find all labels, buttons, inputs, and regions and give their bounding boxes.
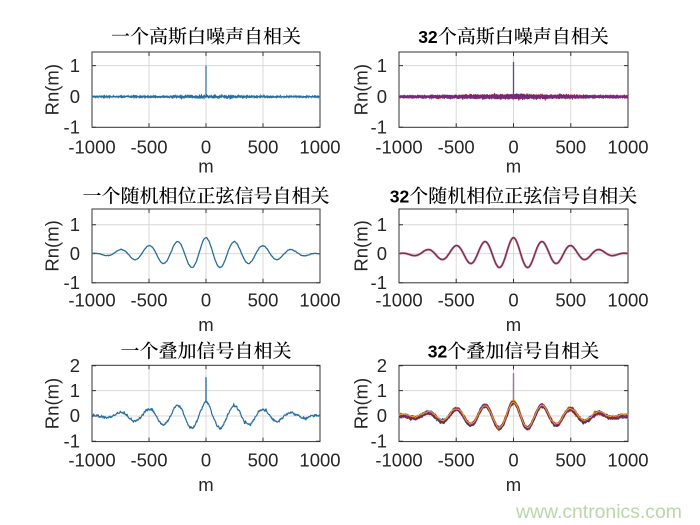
svg-text:500: 500 (555, 290, 586, 311)
svg-text:500: 500 (248, 290, 279, 311)
svg-text:500: 500 (555, 450, 586, 471)
svg-text:-1: -1 (64, 431, 80, 452)
svg-text:2: 2 (377, 355, 387, 376)
svg-text:1000: 1000 (607, 290, 648, 311)
svg-text:0: 0 (70, 243, 80, 264)
svg-text:m: m (506, 474, 521, 495)
svg-text:Rn(m): Rn(m) (41, 220, 62, 271)
svg-text:Rn(m): Rn(m) (350, 220, 371, 271)
svg-text:-500: -500 (438, 290, 475, 311)
svg-text:m: m (198, 474, 213, 495)
svg-text:1: 1 (70, 380, 80, 401)
svg-text:32: 32 (390, 187, 410, 207)
svg-text:32: 32 (428, 342, 448, 362)
svg-text:m: m (506, 314, 521, 335)
svg-text:www.cntronics.com: www.cntronics.com (515, 501, 682, 523)
svg-text:0: 0 (508, 137, 518, 158)
svg-text:-1000: -1000 (68, 450, 115, 471)
svg-text:-1000: -1000 (375, 450, 422, 471)
svg-text:1000: 1000 (299, 137, 340, 158)
svg-text:0: 0 (377, 405, 387, 426)
svg-text:32: 32 (418, 27, 438, 47)
svg-text:0: 0 (508, 450, 518, 471)
svg-text:0: 0 (201, 450, 211, 471)
svg-text:0: 0 (377, 243, 387, 264)
svg-text:Rn(m): Rn(m) (350, 378, 371, 429)
svg-text:Rn(m): Rn(m) (41, 378, 62, 429)
svg-text:2: 2 (70, 355, 80, 376)
svg-text:0: 0 (201, 290, 211, 311)
svg-text:1: 1 (70, 214, 80, 235)
svg-text:0: 0 (508, 290, 518, 311)
svg-text:Rn(m): Rn(m) (41, 64, 62, 115)
svg-text:1000: 1000 (607, 450, 648, 471)
svg-text:1000: 1000 (299, 290, 340, 311)
svg-text:-1000: -1000 (375, 290, 422, 311)
svg-text:-1: -1 (64, 272, 80, 293)
svg-text:-1: -1 (64, 117, 80, 138)
svg-text:-500: -500 (438, 450, 475, 471)
svg-text:1: 1 (377, 380, 387, 401)
svg-text:-500: -500 (130, 450, 167, 471)
svg-text:1000: 1000 (299, 450, 340, 471)
svg-text:m: m (198, 314, 213, 335)
svg-text:-1000: -1000 (68, 290, 115, 311)
svg-text:500: 500 (248, 137, 279, 158)
svg-text:500: 500 (248, 450, 279, 471)
svg-text:0: 0 (201, 137, 211, 158)
svg-text:m: m (506, 156, 521, 177)
svg-text:1: 1 (377, 214, 387, 235)
svg-text:1000: 1000 (607, 137, 648, 158)
svg-text:-1000: -1000 (68, 137, 115, 158)
svg-text:-500: -500 (130, 290, 167, 311)
svg-text:0: 0 (377, 86, 387, 107)
svg-text:-1000: -1000 (375, 137, 422, 158)
svg-text:0: 0 (70, 405, 80, 426)
svg-text:500: 500 (555, 137, 586, 158)
svg-text:1: 1 (377, 55, 387, 76)
svg-text:-500: -500 (438, 137, 475, 158)
svg-text:Rn(m): Rn(m) (350, 64, 371, 115)
svg-text:-1: -1 (371, 272, 387, 293)
svg-text:-1: -1 (371, 117, 387, 138)
svg-text:1: 1 (70, 55, 80, 76)
svg-text:-500: -500 (130, 137, 167, 158)
svg-text:-1: -1 (371, 431, 387, 452)
svg-text:m: m (198, 156, 213, 177)
svg-text:0: 0 (70, 86, 80, 107)
